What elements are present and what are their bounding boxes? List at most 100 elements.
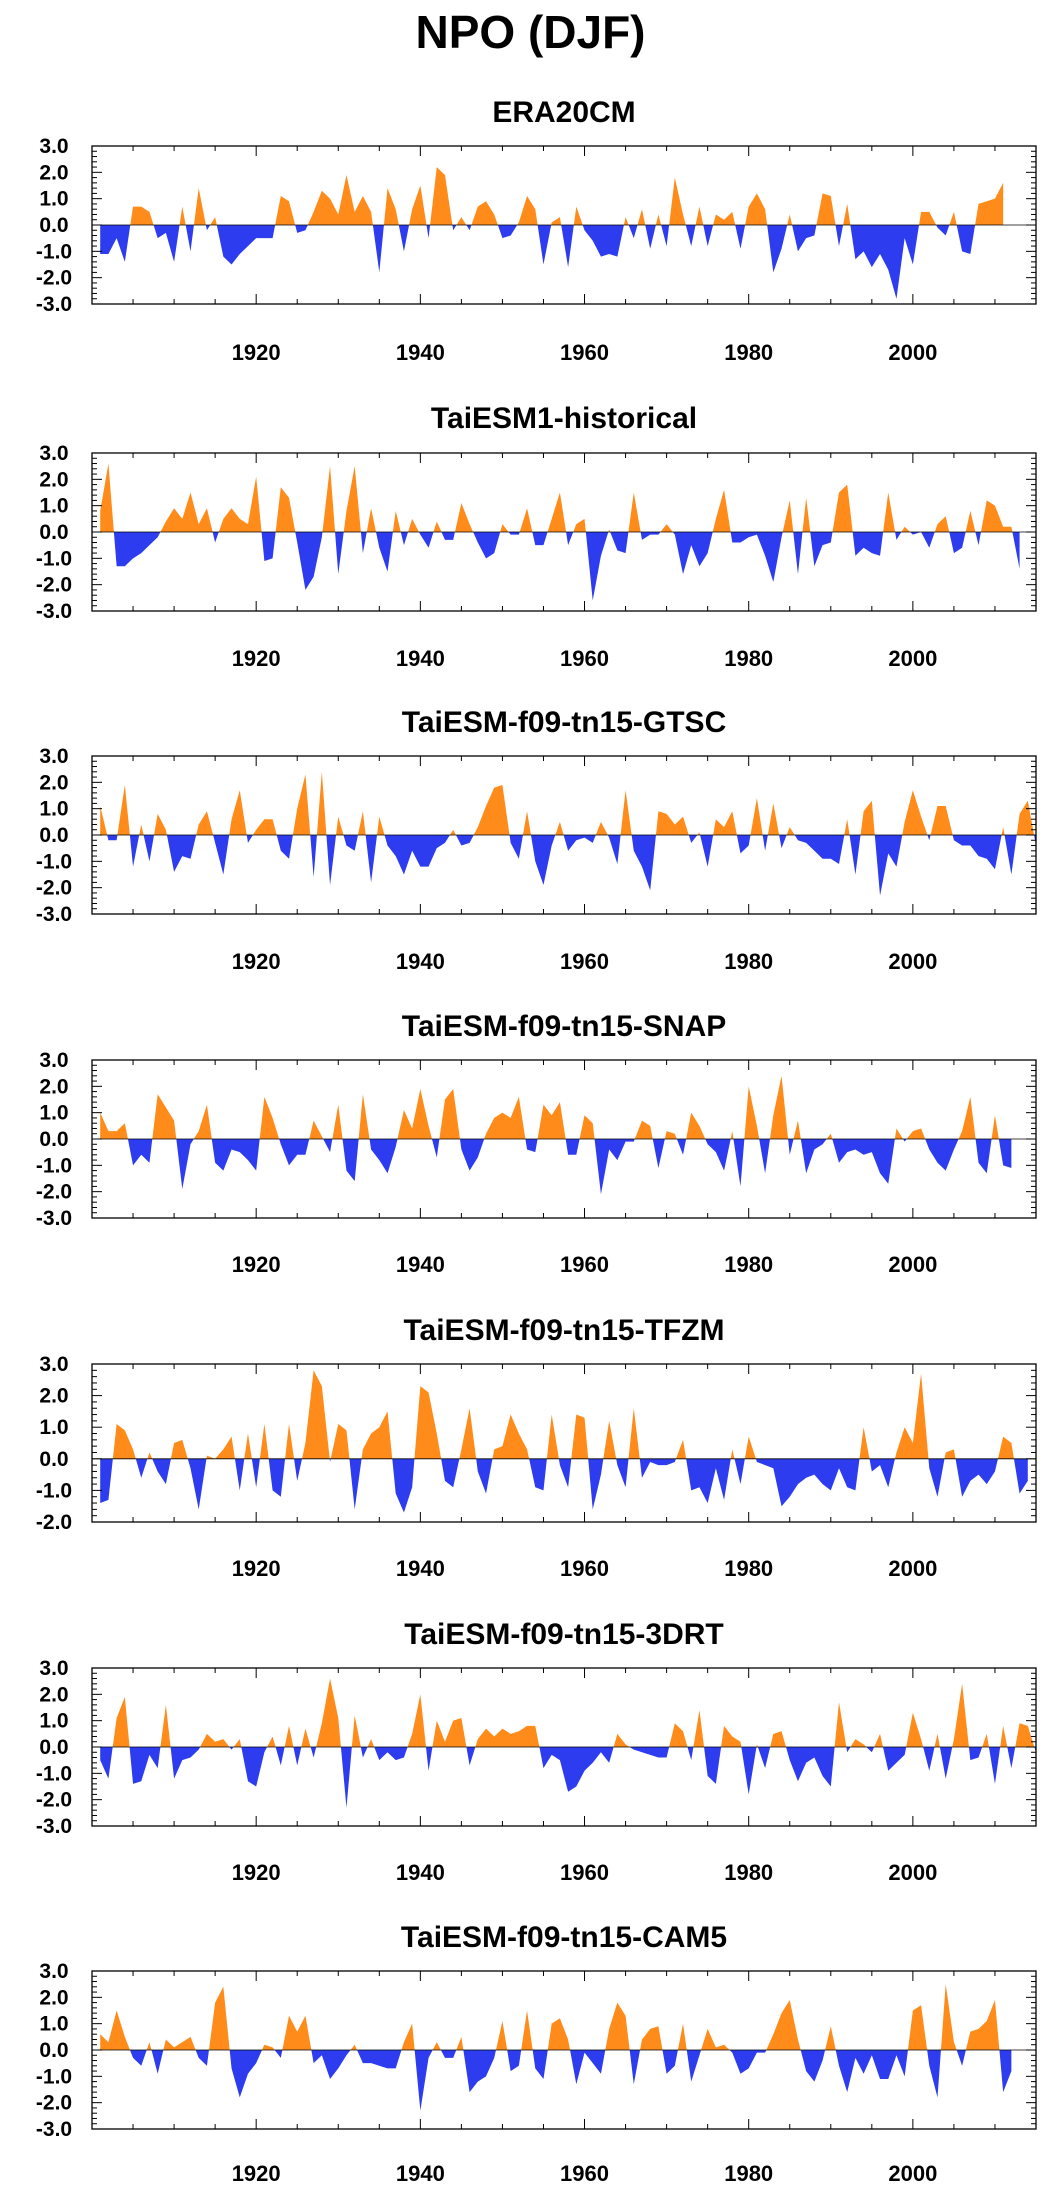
y-tick-label: -1.0 [36, 850, 72, 873]
x-tick-label: 2000 [888, 1860, 937, 1885]
positive-area [100, 1075, 999, 1139]
y-tick-label: 0.0 [39, 1736, 68, 1759]
x-tick-label: 1960 [560, 1860, 609, 1885]
x-tick-label: 2000 [888, 1556, 937, 1581]
x-tick-label: 1920 [232, 1252, 281, 1277]
y-tick-label: -1.0 [36, 1479, 72, 1502]
y-tick-label: -2.0 [36, 877, 72, 900]
x-tick-label: 1960 [560, 1252, 609, 1277]
y-tick-label: 2.0 [39, 1385, 68, 1408]
y-tick-label: 2.0 [39, 1075, 68, 1098]
y-tick-label: -2.0 [36, 574, 72, 597]
positive-area [112, 1678, 1035, 1747]
panel-title: TaiESM1-historical [431, 402, 697, 435]
y-tick-label: 0.0 [39, 214, 68, 237]
x-tick-label: 1940 [396, 949, 445, 974]
x-tick-label: 1980 [724, 1252, 773, 1277]
x-tick-label: 2000 [888, 949, 937, 974]
y-tick-label: -1.0 [36, 547, 72, 570]
y-tick-label: 1.0 [39, 1102, 68, 1125]
x-tick-label: 1940 [396, 646, 445, 671]
y-tick-label: 3.0 [39, 442, 68, 465]
y-tick-label: -2.0 [36, 1181, 72, 1204]
x-tick-label: 1920 [232, 340, 281, 365]
y-tick-label: -3.0 [36, 2118, 72, 2141]
panel-title: TaiESM-f09-tn15-CAM5 [401, 1921, 727, 1954]
y-tick-label: 1.0 [39, 1710, 68, 1733]
x-tick-label: 1940 [396, 1252, 445, 1277]
positive-area [112, 1370, 1014, 1459]
x-tick-label: 2000 [888, 340, 937, 365]
y-tick-label: -3.0 [36, 600, 72, 623]
x-tick-label: 2000 [888, 646, 937, 671]
negative-area [100, 1458, 1028, 1513]
y-tick-label: 2.0 [39, 1986, 68, 2009]
y-tick-label: -1.0 [36, 2065, 72, 2088]
y-tick-label: -2.0 [36, 1789, 72, 1812]
x-tick-label: 1960 [560, 2161, 609, 2186]
panel-2: TaiESM1-historical 1920 1940 1960 1980 2000 3.… [36, 402, 1037, 671]
panel-6: TaiESM-f09-tn15-3DRT 1920 1940 1960 1980 2000… [36, 1618, 1037, 1885]
y-tick-label: -1.0 [36, 240, 72, 263]
negative-area [129, 2050, 1012, 2111]
x-tick-label: 1980 [724, 1860, 773, 1885]
x-tick-label: 1920 [232, 2161, 281, 2186]
positive-area [100, 463, 1013, 532]
x-tick-label: 1980 [724, 949, 773, 974]
x-tick-label: 1960 [560, 949, 609, 974]
x-tick-label: 1920 [232, 1860, 281, 1885]
y-tick-label: -3.0 [36, 903, 72, 926]
x-tick-label: 1920 [232, 646, 281, 671]
y-tick-label: 2.0 [39, 1683, 68, 1706]
positive-area [100, 771, 1035, 835]
y-tick-label: 3.0 [39, 1960, 68, 1983]
plot-frame [91, 1363, 1037, 1523]
y-tick-label: 1.0 [39, 1416, 68, 1439]
y-tick-label: 1.0 [39, 495, 68, 518]
x-tick-label: 2000 [888, 1252, 937, 1277]
positive-area [100, 1984, 1000, 2050]
panel-title: TaiESM-f09-tn15-3DRT [404, 1618, 723, 1651]
y-tick-label: -3.0 [36, 1207, 72, 1230]
x-tick-label: 1980 [724, 1556, 773, 1581]
x-tick-label: 1960 [560, 340, 609, 365]
figure-title: NPO (DJF) [415, 6, 646, 58]
y-tick-label: -3.0 [36, 1815, 72, 1838]
x-tick-label: 1920 [232, 1556, 281, 1581]
y-tick-label: 0.0 [39, 824, 68, 847]
y-tick-label: 1.0 [39, 2013, 68, 2036]
negative-area [100, 1747, 1037, 1808]
y-tick-label: 0.0 [39, 521, 68, 544]
negative-area [127, 1139, 1012, 1195]
y-tick-label: -2.0 [36, 267, 72, 290]
y-tick-label: 0.0 [39, 2039, 68, 2062]
panel-title: TaiESM-f09-tn15-SNAP [402, 1010, 727, 1043]
panel-1: ERA20CM 1920 1940 1960 1980 2000 3.0 2.0 1.0 0.0 -… [36, 96, 1037, 365]
panel-5: TaiESM-f09-tn15-TFZM 1920 1940 1960 1980 2000… [36, 1314, 1037, 1581]
y-tick-label: 1.0 [39, 798, 68, 821]
panel-title: ERA20CM [492, 96, 635, 129]
y-tick-label: 3.0 [39, 135, 68, 158]
y-tick-label: 3.0 [39, 745, 68, 768]
negative-area [107, 835, 1036, 896]
x-tick-label: 1960 [560, 646, 609, 671]
y-tick-label: -1.0 [36, 1762, 72, 1785]
panel-7: TaiESM-f09-tn15-CAM5 1920 1940 1960 1980 2000… [36, 1921, 1037, 2186]
y-tick-label: 3.0 [39, 1049, 68, 1072]
y-tick-label: 3.0 [39, 1657, 68, 1680]
x-tick-label: 2000 [888, 2161, 937, 2186]
x-tick-label: 1980 [724, 340, 773, 365]
y-tick-label: -2.0 [36, 2092, 72, 2115]
positive-area [130, 167, 1004, 225]
x-tick-label: 1960 [560, 1556, 609, 1581]
y-tick-label: 1.0 [39, 188, 68, 211]
negative-area [100, 225, 976, 299]
panel-3: TaiESM-f09-tn15-GTSC 1920 1940 1960 1980 2000… [36, 706, 1037, 974]
x-tick-label: 1940 [396, 2161, 445, 2186]
negative-area [113, 532, 1020, 601]
y-tick-label: -3.0 [36, 293, 72, 316]
x-tick-label: 1920 [232, 949, 281, 974]
y-tick-label: 2.0 [39, 161, 68, 184]
panel-title: TaiESM-f09-tn15-TFZM [403, 1314, 724, 1347]
